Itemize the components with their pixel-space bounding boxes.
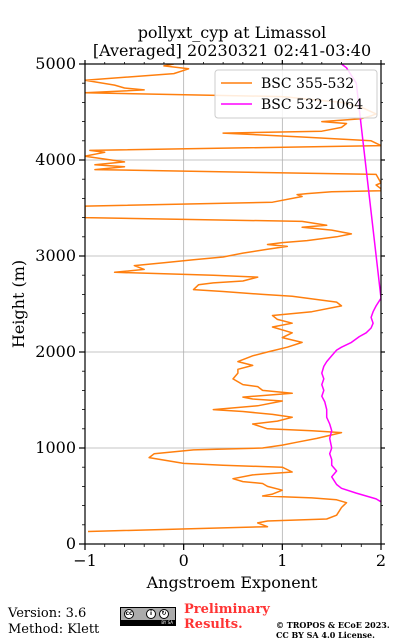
cc-icon: cc (124, 609, 134, 619)
y-tick-label: 3000 (35, 246, 76, 265)
x-tick-label: 1 (277, 551, 287, 570)
chart-title-line1: pollyxt_cyp at Limassol (138, 23, 327, 42)
x-tick-label: −1 (73, 551, 97, 570)
by-icon: i (146, 609, 156, 619)
copyright-line2: CC BY SA 4.0 License. (276, 630, 375, 640)
preliminary-line2: Results. (184, 617, 243, 632)
series-line-2 (321, 64, 381, 503)
sa-icon: ↻ (159, 609, 169, 619)
copyright-notice: © TROPOS & ECoE 2023. CC BY SA 4.0 Licen… (276, 620, 390, 640)
legend-label-2: BSC 532-1064 (261, 97, 363, 113)
y-tick-label: 4000 (35, 150, 76, 169)
legend-box (214, 69, 378, 119)
x-axis-label: Angstroem Exponent (146, 573, 318, 592)
chart-title-line2: [Averaged] 20230321 02:41-03:40 (93, 41, 371, 60)
copyright-line1: © TROPOS & ECoE 2023. (276, 620, 390, 630)
cc-license-icon: cc i ↻ BY SA (120, 607, 176, 626)
preliminary-line1: Preliminary (184, 602, 270, 617)
y-tick-label: 5000 (35, 54, 76, 73)
x-tick-label: 0 (179, 551, 189, 570)
y-tick-label: 1000 (35, 438, 76, 457)
y-axis-label: Height (m) (9, 260, 28, 348)
cc-badge-icons: cc i ↻ (121, 608, 175, 620)
x-tick-label: 2 (376, 551, 386, 570)
y-tick-label: 0 (66, 534, 76, 553)
preliminary-notice: Preliminary Results. (184, 602, 270, 632)
legend: BSC 355-532 BSC 532-1064 (214, 69, 378, 119)
legend-label-1: BSC 355-532 (261, 76, 354, 92)
method-text: Method: Klett (8, 622, 100, 637)
y-tick-label: 2000 (35, 342, 76, 361)
footer-info: Version: 3.6 Method: Klett (8, 606, 99, 638)
version-text: Version: 3.6 (8, 606, 87, 621)
plot-frame (84, 63, 382, 545)
series-layer (85, 64, 381, 533)
cc-badge-text: BY SA (121, 620, 175, 625)
series-line-1 (85, 64, 381, 533)
